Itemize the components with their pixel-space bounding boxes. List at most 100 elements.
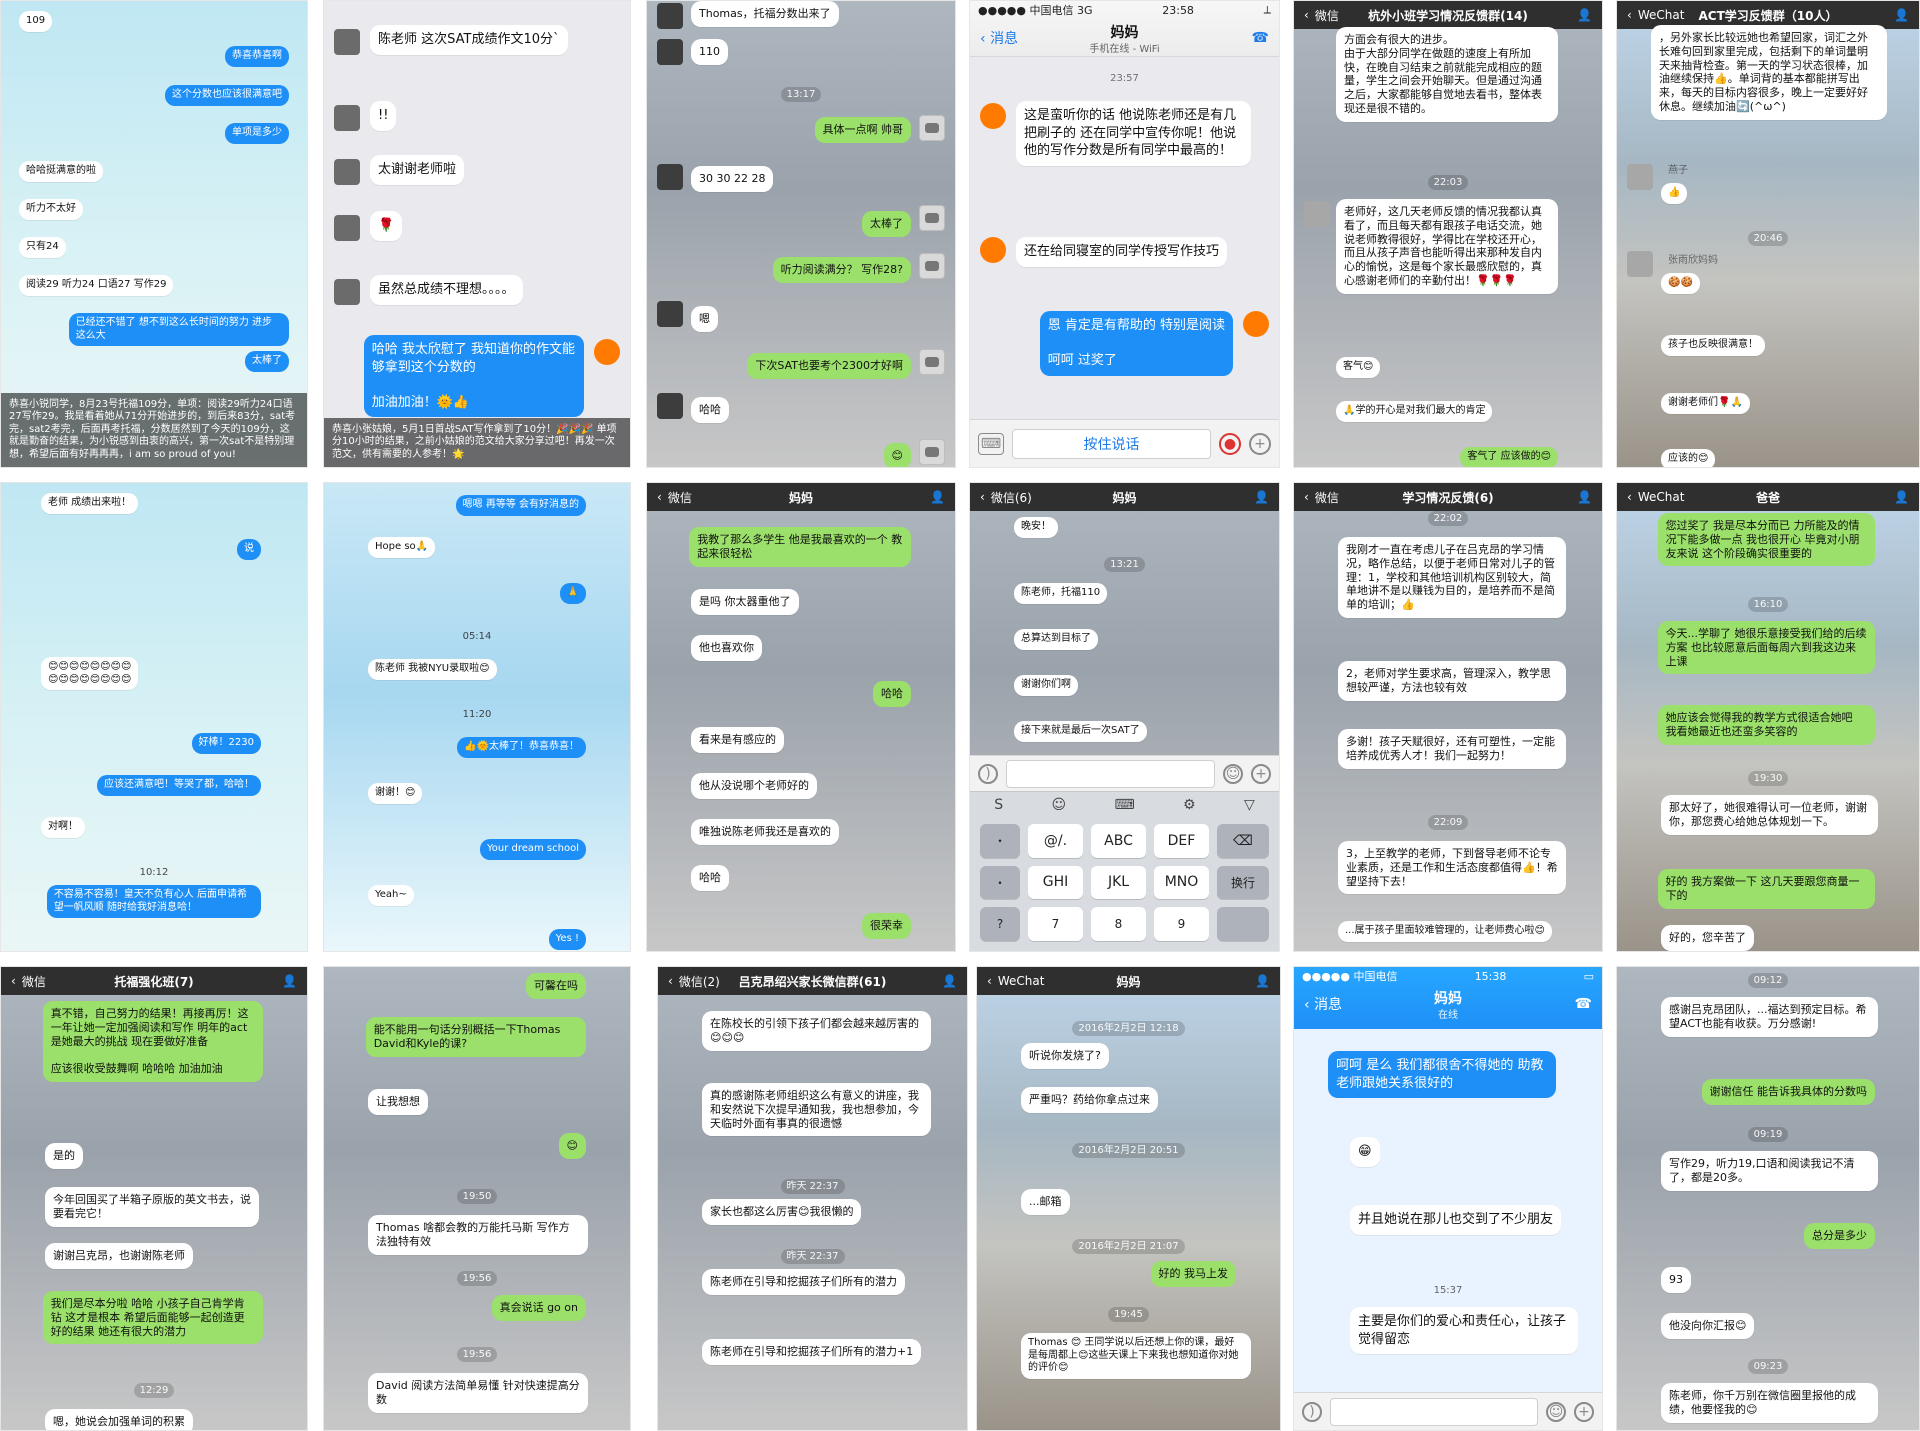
profile-icon[interactable]: 👤 (1577, 8, 1592, 22)
back-button[interactable]: ‹ 微信 (657, 490, 692, 505)
message-bubble: 陈老师在引导和挖掘孩子们所有的潜力+1 (702, 1339, 922, 1365)
timestamp: 10:12 (139, 867, 169, 878)
key[interactable]: @/. (1028, 824, 1083, 858)
timestamp: 09:19 (1617, 1127, 1919, 1142)
panel-10: ‹ 微信(6) 妈妈 👤 晚安！ 13:21 陈老师，托福110 总算达到目标了… (969, 482, 1280, 952)
message-bubble: 好的 我马上发 (1150, 1261, 1236, 1287)
key[interactable]: DEF (1154, 824, 1209, 858)
timestamp: 15:37 (1433, 1285, 1463, 1296)
panel-13: ‹ 微信 托福强化班(7) 👤 真不错，自己努力的结果！再接再厉！这一年让她一定… (0, 966, 308, 1431)
message-bubble: 真的感谢陈老师组织这么有意义的讲座，我和安然说下次提早通知我，我也想参加，今天临… (702, 1083, 931, 1137)
emoji-icon[interactable]: ☺ (1546, 1401, 1566, 1422)
back-button[interactable]: ‹ 消息 (980, 31, 1019, 47)
key[interactable]: ? (980, 907, 1020, 941)
chat-title: 托福强化班(7) (114, 974, 194, 989)
profile-icon[interactable]: 👤 (1577, 490, 1592, 504)
back-button[interactable]: ‹ 微信(2) (668, 974, 720, 989)
message-bubble: 严重吗？药给你拿点过来 (1021, 1087, 1158, 1113)
message-bubble: 她应该会觉得我的教学方式很适合她吧 我看她最近也还蛮多笑容的 (1657, 705, 1875, 745)
message-bubble: 嗯，她说会加强单词的积累 (45, 1409, 193, 1430)
message-bubble: 已经还不错了 想不到这么长时间的努力 进步这么大 (68, 313, 289, 346)
caption-text: 恭喜小张姑娘，5月1日首战SAT写作拿到了10分！🎉🎉🎉 单项分10小时的结果，… (324, 417, 630, 467)
message-bubble: !! (370, 101, 397, 131)
key[interactable]: JKL (1091, 865, 1146, 900)
avatar (919, 115, 945, 141)
profile-icon[interactable]: 👤 (282, 974, 297, 988)
emoji-icon[interactable]: ☺ (1051, 797, 1067, 813)
key[interactable]: ・ (980, 824, 1020, 858)
keyboard-icon[interactable]: ⌨ (978, 432, 1004, 455)
key[interactable]: 9 (1154, 907, 1209, 941)
profile-icon[interactable]: 👤 (930, 490, 945, 504)
call-icon[interactable]: ☎ (1251, 30, 1269, 46)
message-input[interactable] (1330, 1397, 1538, 1426)
profile-icon[interactable]: 👤 (1254, 490, 1269, 504)
message-bubble: 可馨在吗 (526, 973, 586, 999)
avatar (919, 253, 945, 279)
message-bubble: 老师好，这几天老师反馈的情况我都认真看了，而且每天都有跟孩子电话交流，她说老师教… (1336, 199, 1558, 294)
backspace-key[interactable]: ⌫ (1217, 824, 1269, 858)
add-icon[interactable]: + (1249, 432, 1271, 455)
add-icon[interactable]: + (1574, 1401, 1594, 1422)
message-bubble: 孩子也反映很满意！ (1661, 335, 1765, 356)
back-button[interactable]: ‹ 微信 (1304, 490, 1339, 505)
message-bubble: ...邮箱 (1021, 1189, 1070, 1215)
back-button[interactable]: ‹ 消息 (1304, 997, 1343, 1013)
profile-icon[interactable]: 👤 (942, 974, 957, 988)
back-label: WeChat (1637, 8, 1685, 22)
back-button[interactable]: ‹ 微信 (11, 974, 46, 989)
key[interactable]: 7 (1028, 907, 1083, 941)
avatar (657, 393, 683, 419)
key[interactable]: ABC (1091, 824, 1146, 858)
message-bubble: 93 (1661, 1267, 1691, 1293)
settings-icon[interactable]: ⚙ (1183, 797, 1196, 813)
message-bubble: 110 (691, 39, 728, 65)
profile-icon[interactable]: 👤 (1894, 490, 1909, 504)
message-bubble: 他也喜欢你 (691, 635, 762, 661)
avatar (657, 3, 683, 29)
panel-14: 可馨在吗 能不能用一句话分别概括一下Thomas David和Kyle的课? 让… (323, 966, 631, 1431)
profile-icon[interactable]: 👤 (1255, 974, 1270, 988)
key[interactable] (1217, 907, 1269, 941)
caption-text: 恭喜小锐同学，8月23号托福109分，单项：阅读29听力24口语27写作29。我… (1, 392, 307, 467)
profile-icon[interactable]: 👤 (1894, 8, 1909, 22)
key[interactable]: GHI (1028, 865, 1083, 900)
back-label: 微信(6) (990, 490, 1032, 505)
enter-key[interactable]: 换行 (1217, 865, 1269, 900)
key[interactable]: ・ (980, 865, 1020, 900)
key[interactable]: MNO (1154, 865, 1209, 900)
avatar (919, 439, 945, 465)
message-bubble: 3，上至教学的老师，下到督导老师不论专业素质，还是工作和生活态度都值得👍！希望坚… (1338, 841, 1566, 895)
call-icon[interactable]: ☎ (1574, 996, 1592, 1012)
message-bubble: 很荣幸 (862, 913, 911, 939)
panel-11: ‹ 微信 学习情况反馈(6) 👤 22:02 我刚才一直在考虑儿子在吕克昂的学习… (1293, 482, 1603, 952)
message-bubble: 109 (19, 11, 53, 32)
avatar (1243, 311, 1269, 337)
keyboard-toolbar: S ☺ ⌨ ⚙ ▽ (970, 792, 1279, 818)
panel-6: ‹ WeChat ACT学习反馈群（10人） 👤 ，另外家长比较远她也希望回家，… (1616, 0, 1920, 468)
back-button[interactable]: ‹ WeChat (1627, 8, 1685, 22)
back-button[interactable]: ‹ 微信(6) (980, 490, 1032, 505)
hold-to-talk-label: 按住说话 (1083, 436, 1140, 453)
message-input[interactable] (1006, 759, 1215, 788)
message-bubble: 听力不太好 (19, 199, 83, 220)
keyboard-icon[interactable]: ⌨ (1114, 797, 1135, 813)
message-bubble: 今天...学聊了 她很乐意接受我们给的后续方案 也比较愿意后面每周六到我这边来上… (1657, 621, 1875, 675)
back-button[interactable]: ‹ WeChat (987, 974, 1045, 988)
voice-icon[interactable]: ) (1302, 1401, 1322, 1422)
message-bubble: 不容易不容易！皇天不负有心人 后面申请希望一帆风顺 随时给我好消息哈！ (46, 885, 261, 918)
collapse-icon[interactable]: ▽ (1243, 797, 1255, 813)
sogou-icon[interactable]: S (994, 797, 1004, 813)
voice-icon[interactable]: ) (978, 763, 998, 784)
add-icon[interactable]: + (1251, 763, 1271, 784)
back-button[interactable]: ‹ 微信 (1304, 8, 1339, 23)
avatar (919, 349, 945, 375)
message-bubble: 谢谢老师们🌹🙏 (1661, 393, 1750, 414)
message-bubble: 客气😊 (1336, 357, 1381, 378)
record-icon[interactable]: ● (1219, 432, 1241, 455)
back-button[interactable]: ‹ WeChat (1627, 490, 1685, 504)
hold-to-talk-button[interactable]: 按住说话 (1012, 428, 1211, 459)
avatar (657, 39, 683, 65)
emoji-icon[interactable]: ☺ (1223, 763, 1243, 784)
key[interactable]: 8 (1091, 907, 1146, 941)
